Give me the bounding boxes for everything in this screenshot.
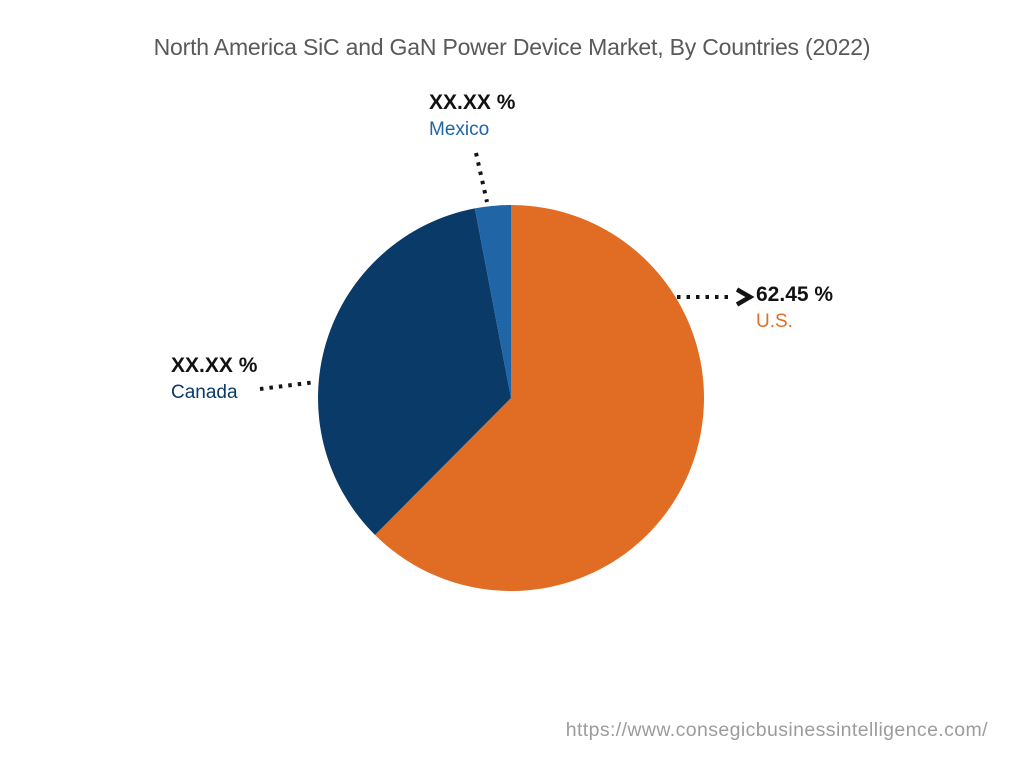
us-value-label: 62.45 %: [756, 283, 834, 306]
pie-slice-canada: [318, 208, 511, 535]
chart-title: North America SiC and GaN Power Device M…: [153, 34, 871, 60]
callout-mexico: XX.XX % Mexico: [429, 91, 515, 141]
callout-canada: XX.XX % Canada: [171, 354, 257, 404]
arrow-right-icon: [735, 287, 755, 307]
callout-us: 62.45 % U.S.: [756, 283, 833, 333]
canada-country-label: Canada: [171, 382, 238, 403]
mexico-leader-line: [474, 152, 489, 203]
canada-value-label: XX.XX %: [171, 354, 258, 377]
footer-url: https://www.consegicbusinessintelligence…: [565, 719, 988, 741]
pie-slice-us: [374, 205, 705, 591]
mexico-country-label: Mexico: [429, 119, 490, 140]
pie-slice-mexico: [474, 205, 511, 398]
canada-leader-line: [259, 380, 317, 391]
mexico-value-label: XX.XX %: [429, 91, 516, 114]
us-country-label: U.S.: [756, 311, 793, 332]
